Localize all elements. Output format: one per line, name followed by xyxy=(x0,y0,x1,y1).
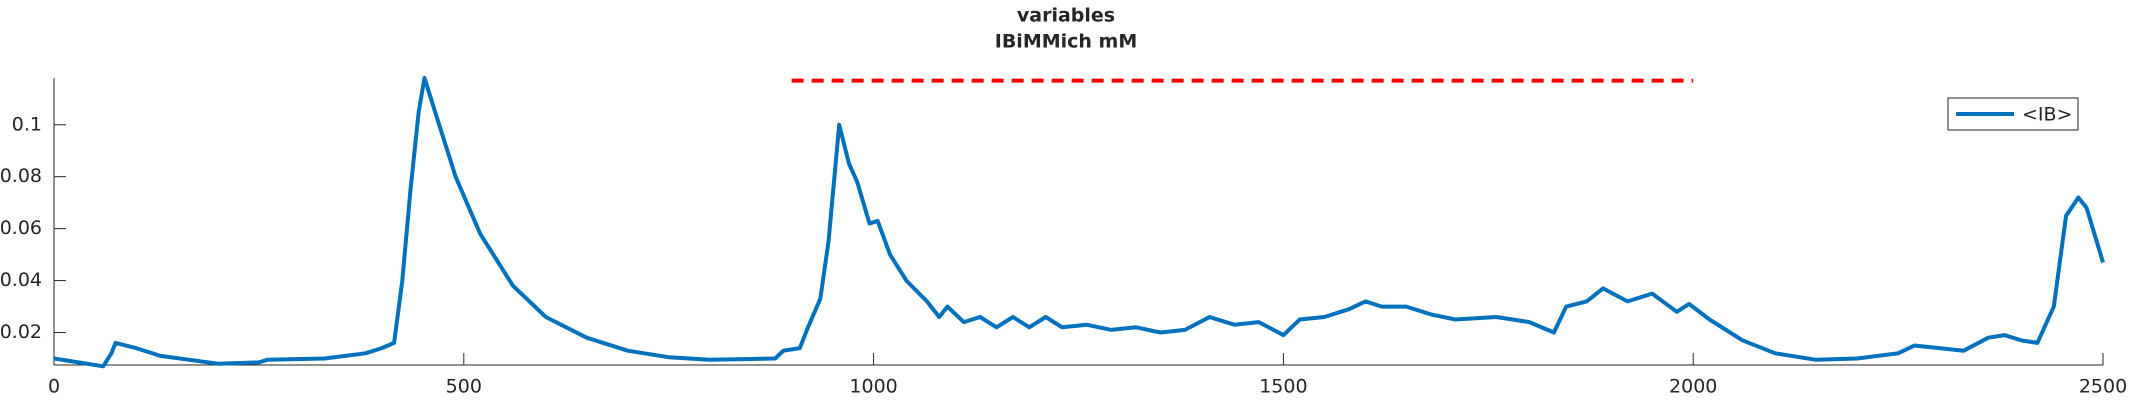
x-tick-label: 2500 xyxy=(2079,376,2127,398)
data-line xyxy=(53,76,2105,369)
x-tick-label: 500 xyxy=(446,376,482,398)
y-tick-label: 0.06 xyxy=(0,217,42,239)
chart-title: IBiMMich mM xyxy=(995,31,1138,53)
chart-title: variables xyxy=(1017,5,1115,27)
y-tick-label: 0.02 xyxy=(0,321,42,343)
y-tick-label: 0.1 xyxy=(12,113,42,135)
y-tick-label: 0.08 xyxy=(0,165,42,187)
x-tick-label: 0 xyxy=(48,376,60,398)
x-tick-label: 1500 xyxy=(1259,376,1307,398)
legend-label: <IB> xyxy=(2022,104,2072,126)
y-tick-label: 0.04 xyxy=(0,269,42,291)
x-tick-label: 2000 xyxy=(1669,376,1717,398)
x-tick-label: 1000 xyxy=(849,376,897,398)
